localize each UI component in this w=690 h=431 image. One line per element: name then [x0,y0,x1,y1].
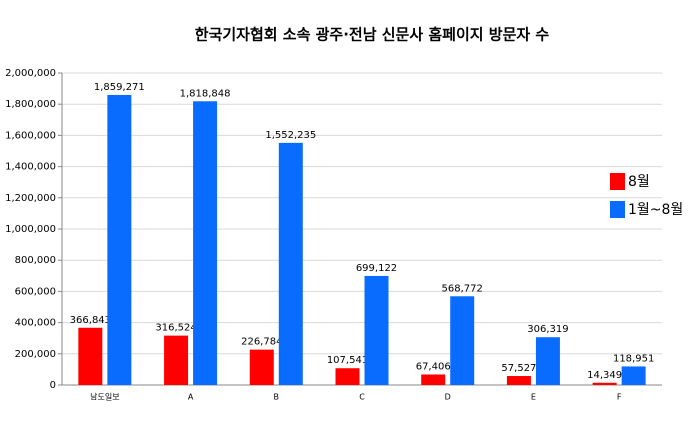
bar [78,327,103,385]
bar [364,275,389,385]
value-label: 67,406 [416,361,451,372]
value-label: 1,818,848 [180,88,231,99]
y-tick-label: 1,600,000 [5,130,56,141]
value-label: 226,784 [241,337,282,348]
legend-label: 1월~8월 [628,202,683,218]
bar [535,337,560,385]
legend-swatch [610,173,625,190]
bar [278,142,303,385]
bar [335,368,360,385]
x-tick-label: C [359,393,365,402]
value-label: 366,843 [70,315,111,326]
bar [592,382,617,385]
bar [421,374,446,385]
x-tick-label: E [531,393,536,402]
bar [164,335,189,385]
y-tick-label: 200,000 [15,349,56,360]
x-tick-label: D [445,393,451,402]
y-tick-label: 600,000 [15,286,56,297]
value-label: 14,349 [587,370,622,381]
value-label: 1,552,235 [265,130,316,141]
x-tick-label: F [617,393,622,402]
value-label: 118,951 [613,353,654,364]
value-label: 306,319 [527,324,568,335]
y-tick-label: 1,000,000 [5,224,56,235]
x-tick-label: A [188,393,194,402]
bar [249,349,274,385]
x-tick-label: B [274,393,280,402]
bar [506,376,531,385]
y-tick-label: 2,000,000 [5,68,56,79]
value-label: 107,541 [327,355,368,366]
y-tick-label: 800,000 [15,255,56,266]
chart-title: 한국기자협회 소속 광주·전남 신문사 홈페이지 방문자 수 [195,26,550,44]
bar [621,366,646,385]
value-label: 316,524 [155,323,196,334]
bar [450,296,475,385]
y-tick-label: 0 [50,380,56,391]
y-tick-label: 1,400,000 [5,162,56,173]
value-label: 1,859,271 [94,82,145,93]
y-tick-label: 400,000 [15,318,56,329]
bar [193,101,218,386]
legend-label: 8월 [628,174,650,190]
value-label: 57,527 [501,363,536,374]
value-label: 699,122 [356,263,397,274]
legend-swatch [610,201,625,218]
y-tick-label: 1,200,000 [5,193,56,204]
x-tick-label: 남도일보 [90,393,119,402]
value-label: 568,772 [442,283,483,294]
y-tick-label: 1,800,000 [5,99,56,110]
bar [107,94,132,385]
